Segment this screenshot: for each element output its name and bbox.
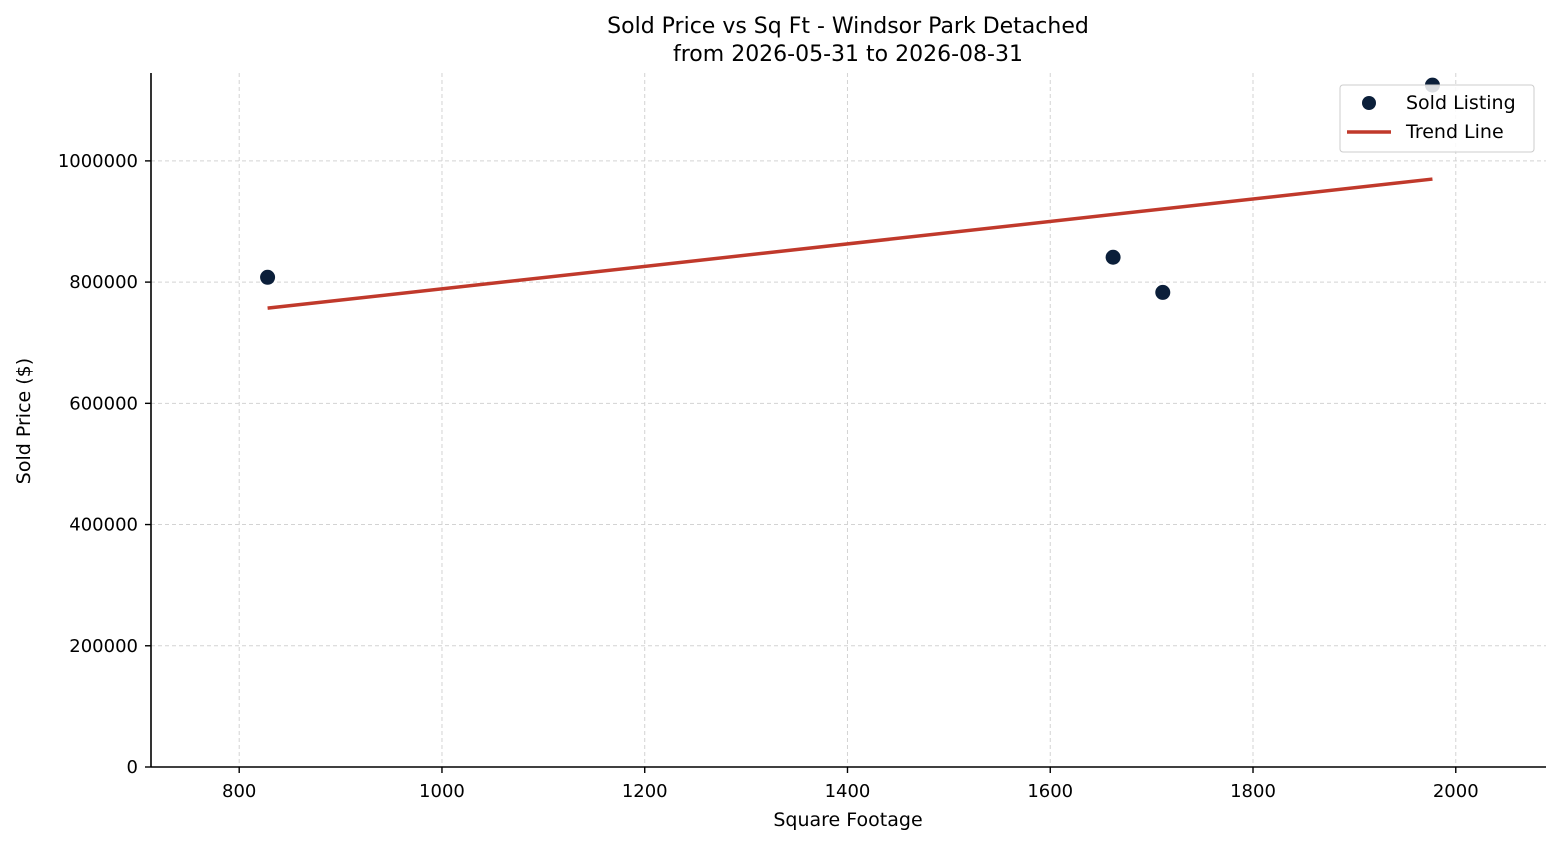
x-tick-label: 1600	[1027, 781, 1073, 802]
trend-line	[267, 177, 1433, 310]
x-tick-label: 2000	[1433, 781, 1479, 802]
legend-sold-listing-label: Sold Listing	[1406, 92, 1516, 114]
x-tick-label: 800	[222, 781, 256, 802]
legend-box	[1339, 84, 1535, 153]
legend-sold-listing-marker	[1362, 96, 1376, 110]
x-tick-label: 1200	[622, 781, 668, 802]
y-ticks: 0 200000 400000 600000 800000 1000000	[58, 151, 151, 778]
trend-line-layer	[267, 177, 1433, 310]
y-tick-label: 400000	[69, 515, 138, 536]
x-axis-label: Square Footage	[773, 809, 922, 831]
y-tick-label: 1000000	[58, 151, 138, 172]
legend: Sold Listing Trend Line	[1339, 84, 1535, 153]
y-axis-label: Sold Price ($)	[13, 358, 35, 484]
points-layer	[260, 77, 1440, 300]
sold-listing-point	[1155, 284, 1171, 300]
sold-listing-point	[260, 269, 276, 285]
legend-trend-line-label: Trend Line	[1405, 121, 1504, 143]
sold-listing-point	[1105, 249, 1121, 265]
x-ticks: 800 1000 1200 1400 1600 1800 2000	[222, 767, 1479, 802]
y-tick-label: 600000	[69, 393, 138, 414]
x-tick-label: 1400	[825, 781, 871, 802]
chart-subtitle: from 2026-05-31 to 2026-08-31	[673, 42, 1023, 67]
grid	[151, 73, 1546, 768]
y-tick-label: 200000	[69, 636, 138, 657]
chart-title: Sold Price vs Sq Ft - Windsor Park Detac…	[607, 14, 1089, 39]
x-tick-label: 1000	[419, 781, 465, 802]
y-tick-label: 0	[127, 757, 138, 778]
y-tick-label: 800000	[69, 272, 138, 293]
x-tick-label: 1800	[1230, 781, 1276, 802]
